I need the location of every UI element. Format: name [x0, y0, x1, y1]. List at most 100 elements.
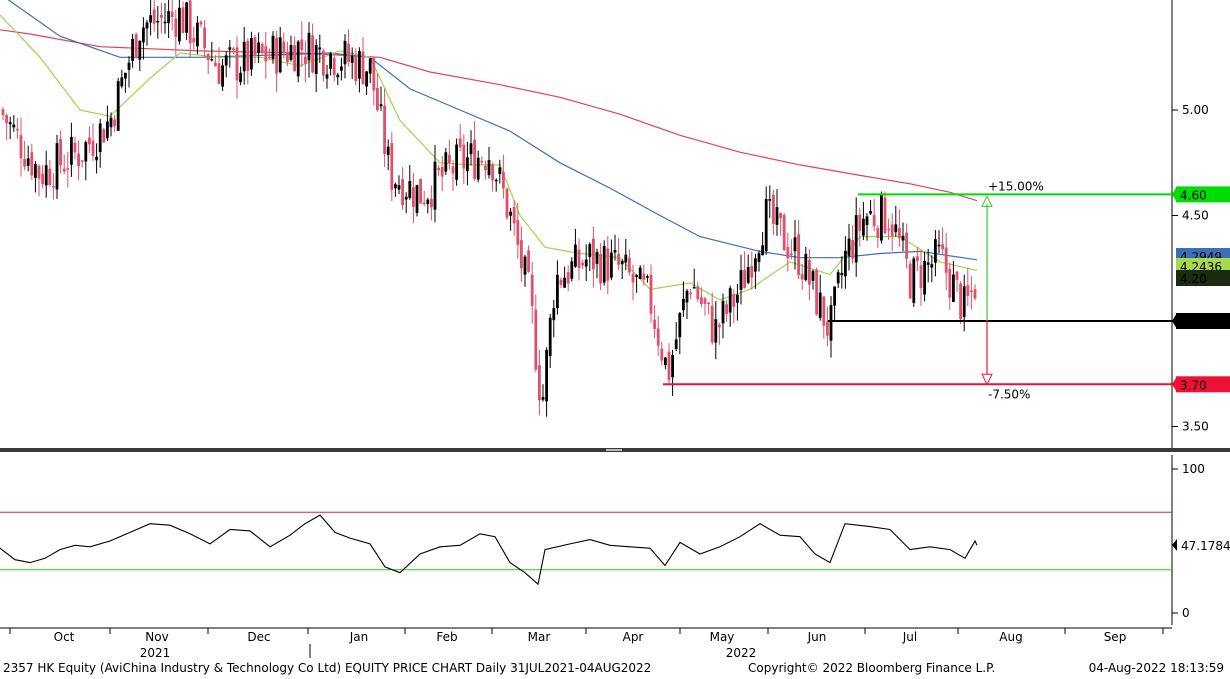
candle-body: [962, 286, 966, 318]
candle-body: [116, 81, 120, 131]
candle-body: [260, 43, 264, 52]
candle-body: [487, 159, 491, 176]
candle-body: [520, 240, 523, 269]
candle-body: [880, 193, 883, 241]
x-year-2022: 2022: [726, 646, 757, 660]
x-month-Jan: Jan: [349, 630, 369, 644]
level-badge-4.00: [1176, 313, 1230, 329]
ma-badge-label-2: 4.20: [1180, 272, 1207, 286]
candle-body: [696, 286, 700, 300]
candle-body: [91, 140, 95, 156]
x-month-Jul: Jul: [902, 630, 917, 644]
candle-body: [588, 244, 592, 258]
candle-body: [768, 199, 772, 201]
rsi-last-badge: [1176, 537, 1230, 554]
candle-body: [926, 262, 930, 265]
candle-body: [883, 197, 887, 234]
candle-body: [343, 40, 347, 65]
candle-body: [469, 143, 473, 155]
candle-body: [102, 129, 106, 143]
candle-body: [55, 143, 59, 190]
candle-body: [62, 168, 66, 172]
candle-body: [955, 271, 959, 280]
candle-body: [113, 119, 116, 127]
candle-body: [160, 14, 163, 18]
candle-body: [703, 298, 707, 304]
candle-body: [548, 317, 552, 357]
price-tick-label: 4.50: [1182, 209, 1209, 223]
down-arrow-head: [981, 373, 993, 386]
candle-body: [178, 7, 181, 42]
candle-body: [235, 47, 239, 81]
candle-body: [322, 50, 325, 76]
candle-body: [239, 72, 242, 83]
candle-body: [451, 166, 455, 174]
candle-body: [275, 37, 278, 74]
candle-body: [257, 42, 260, 53]
candle-body: [358, 51, 361, 79]
candle-body: [905, 232, 908, 259]
downside-annotation: -7.50%: [988, 387, 1030, 401]
footer-title: 2357 HK Equity (AviChina Industry & Tech…: [3, 661, 652, 675]
candle-body: [1, 109, 5, 116]
candle-body: [329, 53, 332, 69]
candle-body: [538, 365, 541, 401]
candle-body: [242, 41, 246, 72]
candle-body: [156, 21, 160, 23]
candle-body: [48, 168, 52, 186]
candle-body: [836, 272, 840, 284]
candle-body: [671, 355, 674, 378]
level-label-4.60: 4.60: [1180, 188, 1207, 202]
candle-body: [476, 157, 480, 180]
candle-body: [736, 294, 739, 303]
x-month-Jun: Jun: [807, 630, 827, 644]
x-month-Aug: Aug: [999, 630, 1022, 644]
x-month-Feb: Feb: [436, 630, 457, 644]
candle-body: [775, 207, 779, 225]
candle-body: [876, 228, 880, 238]
candle-body: [667, 351, 671, 381]
candle-body: [354, 56, 358, 82]
level-label-3.70: 3.70: [1180, 378, 1207, 392]
candle-body: [332, 57, 336, 76]
candle-body: [602, 245, 606, 283]
candle-body: [350, 56, 354, 63]
candle-body: [746, 266, 750, 283]
candle-body: [109, 117, 113, 128]
candle-body: [217, 63, 221, 84]
candle-body: [890, 224, 894, 237]
candle-body: [376, 87, 379, 111]
x-month-Apr: Apr: [623, 630, 644, 644]
candle-body: [973, 289, 977, 299]
x-month-Oct: Oct: [54, 630, 75, 644]
candle-body: [44, 165, 48, 186]
candle-body: [822, 296, 826, 326]
candle-body: [462, 144, 466, 169]
candle-body: [134, 34, 138, 58]
candle-body: [404, 196, 408, 200]
candle-body: [203, 27, 206, 49]
candle-body: [365, 71, 368, 87]
candle-body: [422, 202, 426, 205]
candle-body: [491, 164, 494, 181]
candle-body: [41, 173, 44, 185]
level-badge-3.70: [1176, 376, 1230, 393]
rsi-line: [0, 514, 978, 586]
candle-body: [66, 168, 70, 170]
candle-body: [466, 157, 469, 172]
candle-body: [610, 252, 613, 278]
candle-body: [908, 263, 912, 299]
up-arrow-head: [981, 195, 993, 207]
candle-body: [174, 18, 178, 37]
x-month-Mar: Mar: [528, 630, 551, 644]
candle-body: [415, 185, 419, 213]
candle-body: [145, 22, 149, 29]
candle-body: [300, 39, 304, 51]
candle-body: [797, 234, 800, 275]
candle-body: [448, 154, 451, 164]
candle-body: [127, 62, 131, 70]
candle-body: [534, 309, 538, 370]
candle-body: [185, 2, 188, 33]
candle-body: [530, 274, 534, 306]
